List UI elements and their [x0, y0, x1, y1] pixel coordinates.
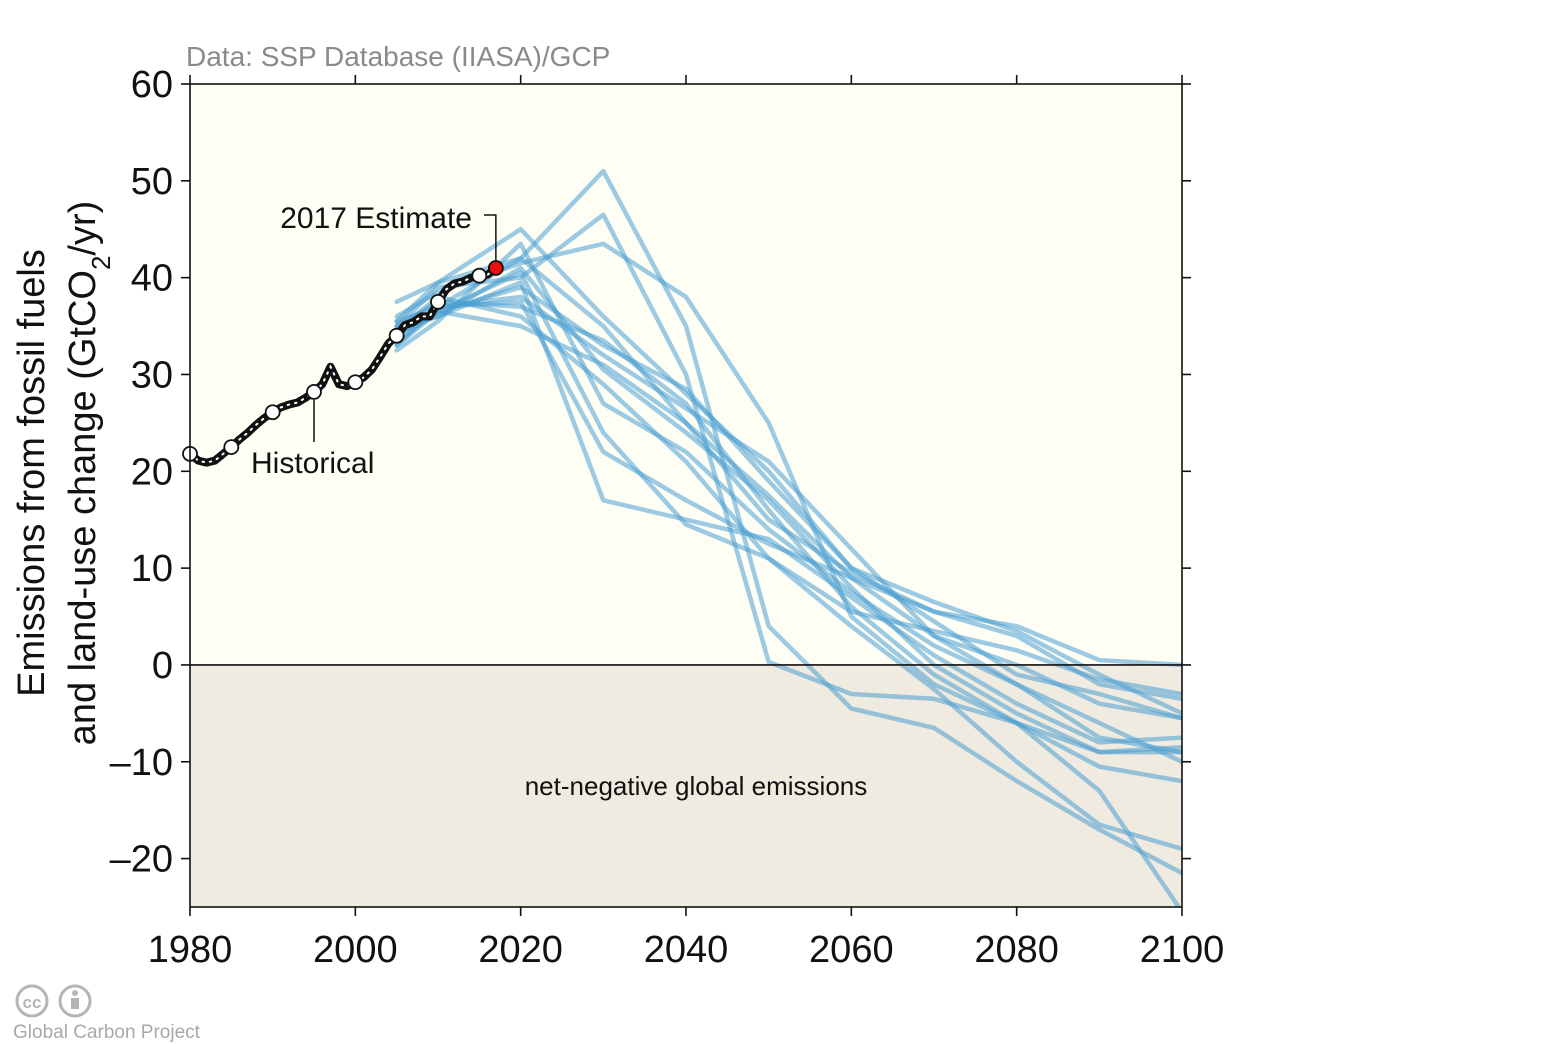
- x-tick-label: 2060: [809, 929, 894, 971]
- historical-marker: [223, 439, 240, 455]
- historical-marker: [388, 327, 405, 344]
- attribution-person-icon: [58, 984, 92, 1018]
- net-negative-region-label: net-negative global emissions: [525, 771, 868, 801]
- historical-marker: [347, 374, 364, 391]
- x-tick-label: 2100: [1140, 929, 1225, 971]
- creative-commons-icon: cc: [15, 984, 49, 1018]
- scenario-line: [394, 294, 1182, 697]
- estimate-marker: [487, 260, 504, 276]
- scenario-line: [394, 280, 1182, 745]
- scenario-line: [394, 294, 1182, 755]
- historical-label: Historical: [251, 447, 374, 480]
- credit-block: cc Global Carbon Project: [13, 984, 201, 1043]
- x-tick-label: 2080: [974, 929, 1059, 971]
- annotations: Historical 2017 Estimate net-negative gl…: [251, 202, 867, 801]
- y-tick-label: 0: [152, 645, 173, 687]
- x-tick-label: 1980: [148, 929, 233, 971]
- historical-marker: [471, 267, 488, 284]
- svg-text:cc: cc: [23, 993, 42, 1012]
- y-axis-title: Emissions from fossil fuels and land-use…: [11, 201, 116, 746]
- chart-source: Data: SSP Database (IIASA)/GCP: [186, 41, 610, 72]
- credit-text: Global Carbon Project: [13, 1022, 201, 1043]
- x-tick-label: 2000: [313, 929, 398, 971]
- historical-marker: [430, 293, 446, 310]
- estimate-label: 2017 Estimate: [280, 202, 472, 235]
- y-tick-label: 30: [131, 354, 173, 396]
- scenario-line: [394, 299, 1182, 907]
- estimate-label-leader: [484, 214, 497, 260]
- y-tick-label: –10: [110, 742, 173, 784]
- y-tick-label: –20: [110, 839, 173, 881]
- y-tick-label: 60: [131, 64, 173, 106]
- y-axis-title-line1: Emissions from fossil fuels: [11, 249, 53, 697]
- historical-marker: [306, 383, 322, 400]
- x-tick-label: 2020: [478, 929, 563, 971]
- y-axis-tick-labels: 60 50 40 30 20 10 0 –10 –20: [110, 64, 173, 881]
- scenario-line: [394, 212, 1182, 755]
- x-axis-tick-labels: 1980 2000 2020 2040 2060 2080 2100: [148, 929, 1225, 971]
- scenario-line: [394, 226, 1182, 716]
- historical-marker: [264, 404, 281, 421]
- historical-series: [182, 260, 504, 467]
- y-tick-label: 50: [131, 161, 173, 203]
- y-tick-label: 20: [131, 451, 173, 493]
- historical-line-dots: [189, 267, 497, 464]
- x-tick-label: 2040: [644, 929, 729, 971]
- axis-ticks: [181, 75, 1191, 916]
- y-axis-title-line2: and land-use change (GtCO2/yr): [62, 201, 116, 746]
- y-tick-label: 10: [131, 548, 173, 590]
- scenario-line: [394, 309, 1182, 721]
- y-tick-label: 40: [131, 258, 173, 300]
